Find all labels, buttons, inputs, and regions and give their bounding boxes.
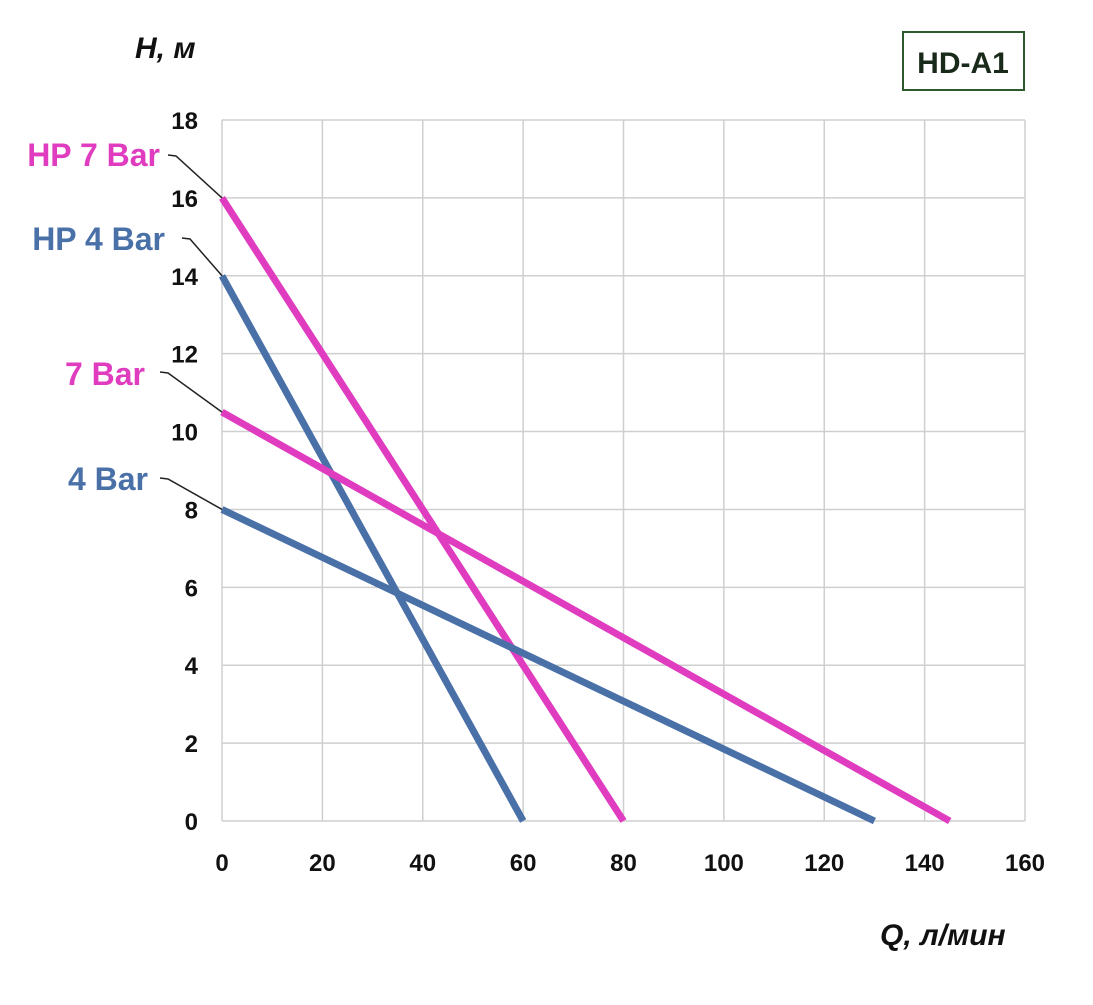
x-tick-label: 20 [309,850,336,877]
series-labels: HP 7 Bar HP 4 Bar 7 Bar 4 Bar [27,137,223,511]
model-badge-text: HD-A1 [917,47,1009,80]
series-label: HP 4 Bar [32,221,165,257]
series-lines [218,195,952,825]
x-tick-label: 60 [510,850,537,877]
series-label: 7 Bar [65,356,145,392]
model-badge: HD-A1 [902,31,1025,91]
x-tick-label: 160 [1005,850,1045,877]
tick-labels: 0 20 40 60 80 100 120 140 160 0 2 4 6 8 10 12 14 16 18 [171,108,1045,877]
y-tick-label: 16 [171,186,198,213]
y-tick-label: 4 [185,653,199,680]
y-tick-label: 8 [185,497,198,524]
grid [221,119,1026,822]
series-label: 4 Bar [68,461,148,497]
x-axis-label: Q, л/мин [880,919,1006,952]
x-tick-label: 40 [409,850,436,877]
leader-line [181,237,223,277]
leader-line [167,154,223,199]
x-tick-label: 100 [704,850,744,877]
leader-line [159,477,223,511]
y-tick-label: 10 [171,420,198,447]
x-tick-label: 80 [610,850,637,877]
y-tick-label: 14 [171,264,198,291]
y-tick-label: 18 [171,108,198,135]
y-tick-label: 0 [185,809,198,836]
x-tick-label: 120 [804,850,844,877]
series-line-hp-4-bar [218,274,527,823]
series-line-hp-7-bar [219,195,627,823]
y-tick-label: 2 [185,731,198,758]
y-axis-label: H, м [135,32,196,65]
leader-line [159,371,223,413]
x-tick-label: 140 [905,850,945,877]
series-line-7-bar [220,409,952,825]
x-tick-label: 0 [215,850,228,877]
y-tick-label: 12 [171,342,198,369]
series-label: HP 7 Bar [27,137,160,173]
y-tick-label: 6 [185,575,198,602]
series-line-4-bar [220,506,876,825]
